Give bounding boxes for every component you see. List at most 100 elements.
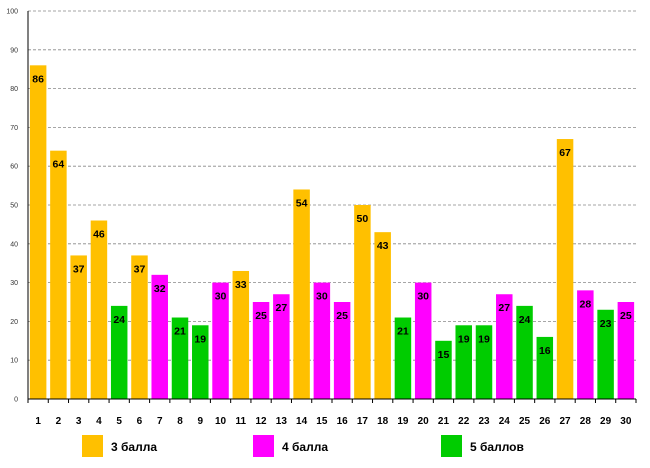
legend-label: 5 баллов	[470, 440, 524, 454]
legend-swatch	[253, 435, 274, 457]
data-label-16: 25	[336, 310, 348, 322]
x-tick-label: 29	[600, 416, 612, 427]
x-tick-label: 22	[458, 416, 470, 427]
x-tick-label: 25	[519, 416, 531, 427]
data-labels: 86 64 37 46 24 37 32 21 19 30 33 25 27 54 30 25 50 43 21 30…	[32, 73, 632, 360]
bar-22	[455, 325, 472, 399]
x-tick-label: 17	[357, 416, 369, 427]
data-label-20: 30	[417, 291, 429, 303]
bar-28	[577, 290, 594, 399]
x-tick-label: 16	[337, 416, 349, 427]
bar-29	[597, 309, 614, 399]
bar-12	[252, 302, 270, 399]
data-label-23: 19	[478, 333, 490, 345]
x-tick-label: 5	[116, 416, 122, 427]
data-label-8: 21	[174, 326, 186, 338]
data-label-27: 67	[559, 147, 571, 159]
bars	[29, 65, 635, 400]
y-tick-label: 10	[10, 358, 18, 365]
x-tick-label: 12	[256, 416, 268, 427]
x-tick-label: 15	[316, 416, 328, 427]
x-tick-label: 26	[539, 416, 551, 427]
bar-30	[617, 302, 635, 399]
legend-swatch	[441, 435, 462, 457]
x-tick-label: 30	[620, 416, 632, 427]
bar-13	[273, 294, 290, 399]
x-tick-label: 14	[296, 416, 308, 427]
bar-19	[394, 317, 412, 399]
x-tick-label: 3	[76, 416, 82, 427]
x-tick-label: 24	[499, 416, 511, 427]
data-label-5: 24	[113, 314, 125, 326]
bar-5	[110, 305, 128, 399]
bar-18	[374, 232, 391, 399]
x-tick-label: 1	[35, 416, 41, 427]
x-tick-label: 2	[56, 416, 62, 427]
y-tick-label: 80	[10, 86, 18, 93]
y-tick-label: 60	[10, 164, 18, 171]
bar-1	[29, 65, 47, 399]
y-tick-label: 20	[10, 319, 18, 326]
data-label-13: 27	[275, 302, 287, 314]
x-tick-label: 18	[377, 416, 389, 427]
bar-25	[516, 305, 533, 399]
data-label-7: 32	[154, 283, 166, 295]
x-tick-label: 13	[276, 416, 288, 427]
bar-2	[50, 150, 67, 399]
x-tick-label: 7	[157, 416, 163, 427]
data-label-2: 64	[53, 159, 65, 171]
legend-label: 4 балла	[282, 440, 328, 454]
bar-24	[496, 294, 513, 399]
x-tick-label: 10	[215, 416, 227, 427]
x-tick-label: 9	[197, 416, 203, 427]
legend: 3 балла 4 балла 5 баллов	[82, 435, 524, 457]
y-tick-label: 50	[10, 203, 18, 210]
data-label-26: 16	[539, 345, 551, 357]
bar-21	[435, 340, 452, 399]
data-label-9: 19	[194, 333, 206, 345]
y-tick-label: 70	[10, 125, 18, 132]
data-label-24: 27	[498, 302, 510, 314]
x-tick-label: 21	[438, 416, 450, 427]
data-label-15: 30	[316, 291, 328, 303]
data-label-3: 37	[73, 263, 85, 275]
x-tick-label: 11	[236, 416, 247, 427]
bar-14	[293, 189, 310, 399]
data-label-22: 19	[458, 333, 470, 345]
data-label-4: 46	[93, 229, 105, 241]
bar-7	[151, 274, 168, 399]
data-label-29: 23	[600, 318, 612, 330]
data-label-18: 43	[377, 240, 389, 252]
y-tick-label: 90	[10, 47, 18, 54]
x-tick-label: 20	[418, 416, 430, 427]
bar-6	[131, 255, 148, 399]
bar-17	[354, 205, 371, 399]
bar-3	[70, 255, 87, 399]
y-tick-label: 30	[10, 280, 18, 287]
data-label-12: 25	[255, 310, 267, 322]
y-tick-label: 100	[6, 9, 18, 16]
x-tick-label: 23	[478, 416, 490, 427]
data-label-14: 54	[296, 197, 308, 209]
bar-8	[171, 317, 189, 399]
x-axis-ticks: 1 2 3 4 5 6 7 8 9 10 11 12 13 14 15 16 17 18 19 20 21 22 23 24 2…	[35, 416, 632, 427]
data-label-30: 25	[620, 310, 632, 322]
bar-9	[192, 325, 209, 399]
legend-item-4: 4 балла	[253, 435, 328, 457]
data-label-25: 24	[519, 314, 531, 326]
x-tick-label: 8	[177, 416, 183, 427]
bar-20	[414, 282, 432, 399]
bar-11	[232, 270, 250, 399]
bar-26	[536, 336, 554, 399]
data-label-21: 15	[438, 349, 450, 361]
data-label-11: 33	[235, 279, 247, 291]
y-tick-label: 0	[14, 397, 18, 404]
y-axis-ticks: 0 10 20 30 40 50 60 70 80 90 100	[6, 9, 18, 404]
data-label-1: 86	[32, 73, 44, 85]
axes	[27, 11, 637, 403]
data-label-28: 28	[579, 298, 591, 310]
legend-item-3: 3 балла	[82, 435, 157, 457]
y-tick-label: 40	[10, 241, 18, 248]
x-tick-label: 6	[137, 416, 143, 427]
